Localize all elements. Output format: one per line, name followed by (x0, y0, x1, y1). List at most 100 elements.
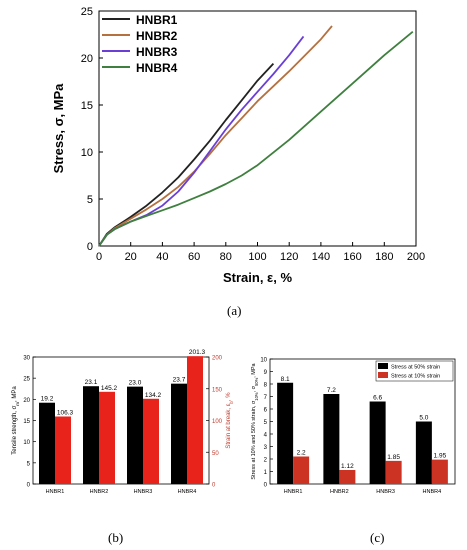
bar-stress-10 (339, 470, 356, 484)
y-tick-label: 0 (27, 483, 31, 489)
data-label: 7.2 (327, 387, 336, 394)
legend-label: Stress at 10% strain (391, 374, 440, 380)
y-tick-label: 5 (27, 461, 31, 467)
data-label: 19.2 (41, 396, 54, 403)
x-tick-label: HNBR1 (46, 489, 65, 495)
bar-stress-10 (431, 459, 448, 484)
y-tick-label: 20 (81, 53, 93, 65)
panel-label-c: (c) (370, 530, 385, 545)
y-tick-label: 2 (264, 458, 268, 464)
bar-stress-10 (293, 456, 310, 484)
bar-tensile-strength (127, 386, 143, 484)
modulus-bar-chart: 0 1 2 3 4 5 6 7 8 9 10 8.1 2.2 HNBR1 7.2 1.12 HNBR2 6.6 1.… (251, 358, 456, 495)
y-tick-label: 25 (81, 6, 93, 18)
y-tick-label: 8 (264, 383, 268, 389)
data-label: 5.0 (419, 415, 428, 422)
y-axis-label: Stress at 10% and 50% strain, σ10%, σ50%… (251, 362, 259, 479)
y-tick-label: 20 (23, 398, 30, 404)
y-tick-label: 0 (264, 483, 268, 489)
x-tick-label: HNBR3 (134, 489, 153, 495)
y2-tick-label: 200 (212, 356, 223, 362)
bar-strain-at-break (143, 398, 159, 484)
legend-label: HNBR2 (136, 29, 178, 43)
bar-tensile-strength (171, 383, 187, 484)
y-tick-label: 15 (81, 100, 93, 112)
x-tick-label: 100 (248, 251, 266, 263)
series-line-hnbr4 (98, 31, 414, 247)
y2-tick-label: 0 (212, 483, 216, 489)
bar-strain-at-break (55, 416, 71, 484)
y-tick-label: 5 (264, 420, 268, 426)
y-tick-label: 25 (23, 377, 30, 383)
x-tick-label: 60 (188, 251, 200, 263)
panel-label-a: (a) (227, 303, 242, 318)
panel-label-b: (b) (108, 530, 124, 545)
data-label: 8.1 (281, 376, 290, 383)
y-tick-label: 10 (260, 358, 267, 364)
x-tick-label: HNBR2 (90, 489, 109, 495)
y-axis-label: Stress, σ, MPa (51, 83, 66, 174)
y2-tick-label: 100 (212, 419, 223, 425)
series-line-hnbr2 (98, 25, 333, 247)
legend-label: HNBR4 (136, 61, 178, 75)
x-axis-label: Strain, ε, % (223, 270, 292, 285)
series-line-hnbr1 (98, 62, 275, 247)
data-label: 145.2 (101, 385, 118, 392)
y-tick-label: 15 (23, 419, 30, 425)
x-tick-label: 20 (125, 251, 137, 263)
data-label: 1.95 (434, 453, 447, 460)
legend-swatch (378, 363, 388, 369)
data-label: 2.2 (297, 450, 306, 457)
x-tick-label: 180 (375, 251, 393, 263)
data-label: 201.3 (189, 349, 206, 356)
x-tick-label: HNBR4 (178, 489, 197, 495)
data-label: 106.3 (57, 409, 74, 416)
x-tick-label: 160 (343, 251, 361, 263)
data-label: 23.7 (173, 377, 186, 384)
x-tick-label: 40 (156, 251, 168, 263)
y-tick-label: 0 (87, 241, 93, 253)
x-tick-label: HNBR3 (376, 489, 395, 495)
legend-label: HNBR3 (136, 45, 178, 59)
bar-stress-50 (277, 382, 294, 484)
y-tick-label: 10 (23, 440, 30, 446)
x-tick-label: 80 (220, 251, 232, 263)
y-tick-label: 30 (23, 356, 30, 362)
bar-strain-at-break (99, 391, 115, 484)
y-tick-label: 5 (87, 194, 93, 206)
legend-label: Stress at 50% strain (391, 365, 440, 371)
stress-strain-chart: 0 20 40 60 80 100 120 140 160 180 200 0 5 10 15 20 25 Str… (51, 6, 425, 285)
y-tick-label: 1 (264, 470, 268, 476)
y-tick-label: 9 (264, 370, 268, 376)
legend-box (375, 360, 454, 382)
data-label: 23.1 (85, 379, 98, 386)
x-tick-label: HNBR1 (284, 489, 303, 495)
data-label: 134.2 (145, 392, 162, 399)
data-label: 23.0 (129, 380, 142, 387)
bar-strain-at-break (187, 356, 203, 484)
data-label: 1.12 (341, 463, 354, 470)
y2-axis-label: Strain at break, εb, % (226, 392, 234, 449)
y-tick-label: 4 (264, 433, 268, 439)
x-tick-label: 200 (407, 251, 425, 263)
y-tick-label: 3 (264, 445, 268, 451)
legend-label: HNBR1 (136, 13, 178, 27)
y-tick-label: 7 (264, 395, 268, 401)
y-tick-label: 10 (81, 147, 93, 159)
legend-swatch (378, 372, 388, 378)
x-tick-label: HNBR2 (330, 489, 349, 495)
bar-stress-50 (369, 401, 386, 484)
y-axis-label: Tensile strength, σm, MPa (12, 386, 20, 455)
bar-stress-50 (415, 421, 432, 484)
y-tick-label: 6 (264, 408, 268, 414)
bar-stress-50 (323, 394, 340, 484)
x-tick-label: 0 (96, 251, 102, 263)
bar-tensile-strength (83, 386, 99, 484)
data-label: 6.6 (373, 395, 382, 402)
bar-stress-10 (385, 460, 402, 484)
y2-tick-label: 150 (212, 387, 223, 393)
x-tick-label: 120 (280, 251, 298, 263)
y2-tick-label: 50 (212, 451, 219, 457)
data-label: 1.85 (387, 454, 400, 461)
